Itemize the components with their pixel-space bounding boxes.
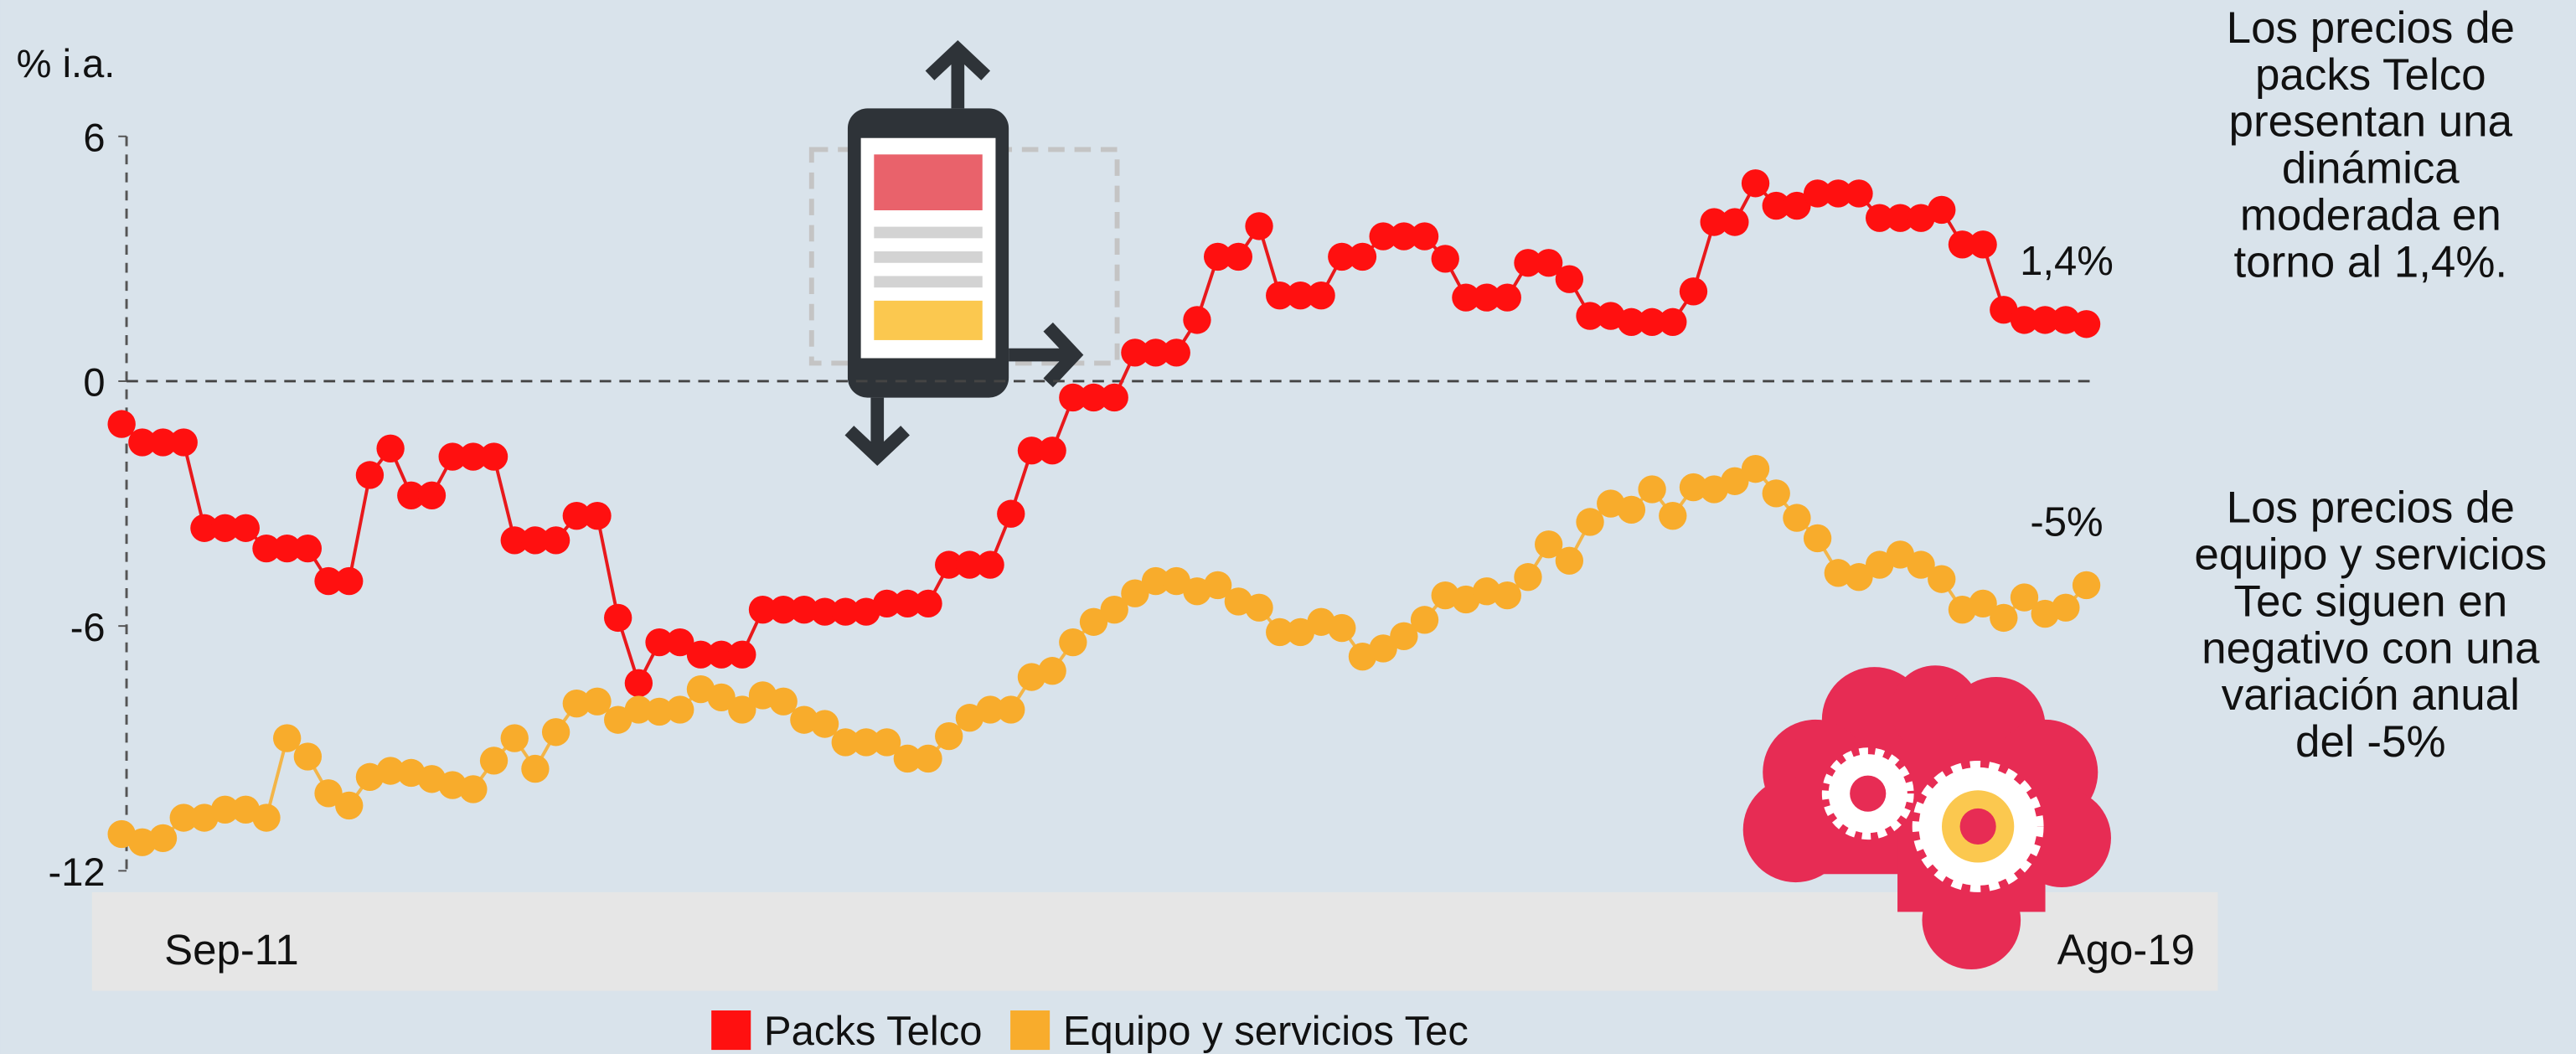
data-point — [1038, 657, 1066, 685]
data-point — [2073, 310, 2100, 338]
data-point — [1556, 547, 1583, 575]
y-tick-label: 6 — [83, 115, 105, 159]
data-point — [1494, 283, 1521, 311]
data-point — [1618, 496, 1645, 524]
x-tick-label: Sep-11 — [164, 926, 299, 974]
data-point — [1990, 604, 2017, 632]
annotation-line: negativo con una — [2202, 623, 2540, 673]
data-point — [1845, 179, 1872, 207]
data-point — [914, 745, 942, 772]
data-point — [1969, 230, 1996, 258]
legend-label: Packs Telco — [764, 1009, 983, 1054]
data-point — [335, 567, 363, 595]
annotation-line: Los precios de — [2227, 3, 2515, 53]
data-point — [1059, 628, 1087, 656]
legend-swatch — [711, 1010, 751, 1050]
data-point — [666, 695, 694, 723]
data-point — [294, 742, 322, 770]
x-tick-label: Ago-19 — [2057, 926, 2195, 974]
data-point — [252, 803, 280, 831]
data-point — [1225, 243, 1252, 271]
annotation-line: variación anual — [2222, 670, 2520, 720]
data-point — [1680, 277, 1707, 305]
data-point — [583, 502, 611, 530]
y-unit-label: % i.a. — [17, 41, 116, 85]
data-point — [1183, 306, 1211, 333]
data-point — [1101, 384, 1128, 411]
data-point — [501, 724, 529, 752]
annotation-line: Los precios de — [2227, 483, 2515, 533]
data-point — [1432, 245, 1459, 272]
data-point — [1556, 266, 1583, 293]
data-point — [1638, 475, 1665, 503]
data-point — [914, 590, 942, 617]
data-point — [1038, 437, 1066, 464]
data-point — [232, 514, 260, 542]
y-tick-label: 0 — [83, 360, 105, 405]
data-point — [1804, 524, 1831, 552]
data-point — [1514, 563, 1541, 591]
data-point — [1659, 502, 1686, 530]
data-point — [1411, 606, 1438, 633]
data-point — [1783, 504, 1810, 531]
annotation-line: torno al 1,4%. — [2233, 237, 2507, 287]
annotation-line: del -5% — [2295, 717, 2446, 767]
end-label: -5% — [2030, 500, 2103, 545]
data-point — [1742, 455, 1769, 483]
data-point — [1659, 308, 1686, 336]
data-point — [480, 442, 508, 470]
data-point — [1245, 594, 1273, 622]
data-point — [997, 500, 1025, 528]
data-point — [335, 792, 363, 819]
data-point — [728, 641, 756, 669]
data-point — [542, 718, 570, 746]
data-point — [1245, 212, 1273, 240]
data-point — [2052, 594, 2079, 622]
data-point — [2073, 571, 2100, 599]
data-point — [1763, 479, 1790, 507]
data-point — [625, 669, 653, 697]
data-point — [1928, 196, 1955, 224]
annotation-line: moderada en — [2240, 191, 2501, 240]
legend-swatch — [1010, 1010, 1050, 1050]
annotation-line: dinámica — [2282, 144, 2460, 194]
data-point — [1742, 169, 1769, 197]
data-point — [418, 482, 446, 509]
annotation-line: Tec siguen en — [2233, 576, 2507, 626]
data-point — [1328, 614, 1355, 642]
annotation-line: presentan una — [2229, 97, 2513, 147]
data-point — [1163, 338, 1190, 366]
data-point — [604, 604, 632, 632]
y-tick-label: -12 — [49, 850, 106, 894]
data-point — [997, 695, 1025, 723]
data-point — [1721, 208, 1748, 235]
data-point — [1928, 565, 1955, 592]
data-point — [542, 526, 570, 554]
data-point — [1307, 282, 1334, 309]
data-point — [149, 824, 177, 852]
data-point — [480, 747, 508, 774]
end-label: 1,4% — [2020, 239, 2114, 284]
y-tick-label: -6 — [70, 605, 106, 649]
legend-label: Equipo y servicios Tec — [1063, 1009, 1469, 1054]
chart: % i.a. -12 -6 0 6 Sep-11 Ago-19 1,4% Packs Telc… — [0, 0, 2576, 1054]
data-point — [1411, 222, 1438, 250]
annotation-line: packs Telco — [2255, 50, 2486, 100]
data-point — [170, 428, 198, 456]
data-point — [521, 755, 549, 783]
data-point — [376, 435, 404, 462]
data-point — [1349, 243, 1376, 271]
data-point — [459, 775, 487, 803]
annotation-line: equipo y servicios — [2194, 530, 2547, 579]
data-point — [294, 535, 322, 562]
data-point — [976, 550, 1004, 578]
data-point — [356, 461, 384, 488]
